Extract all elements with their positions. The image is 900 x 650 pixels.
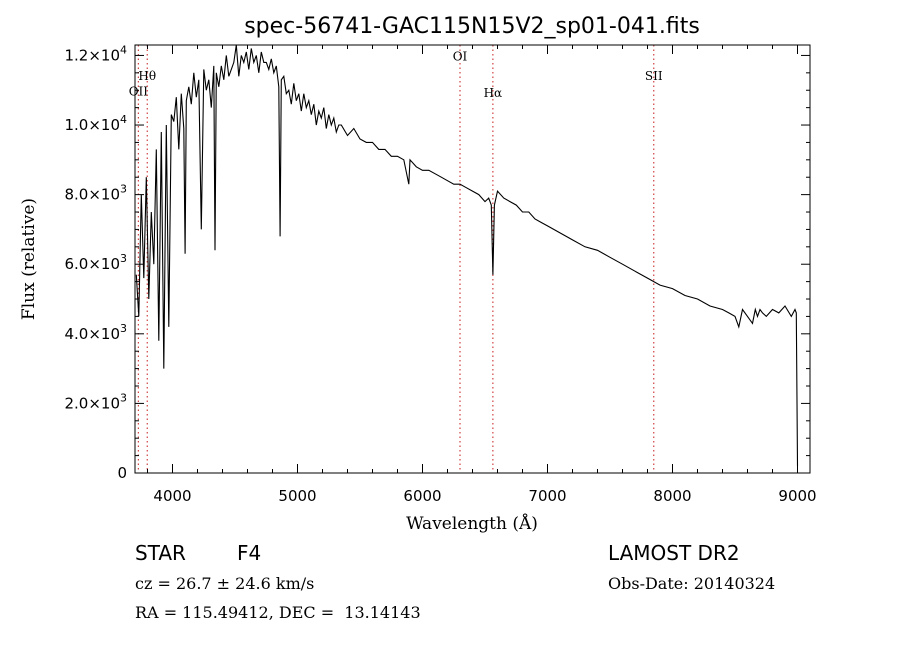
y-tick-label: 6.0×103: [64, 252, 127, 273]
subclass-label: F4: [237, 541, 262, 565]
y-tick-label: 1.0×104: [64, 113, 127, 134]
y-axis-title: Flux (relative): [19, 198, 39, 320]
coordinates-text: RA = 115.49412, DEC = 13.14143: [135, 603, 421, 622]
spectral-line-label: OII: [129, 84, 149, 98]
spectral-line-label: Hα: [484, 86, 503, 100]
x-tick-label: 8000: [653, 487, 691, 505]
x-tick-label: 6000: [403, 487, 441, 505]
chart-title: spec-56741-GAC115N15V2_sp01-041.fits: [244, 14, 700, 39]
x-tick-label: 7000: [528, 487, 566, 505]
spectral-line-label: SII: [645, 69, 663, 83]
y-tick-label: 2.0×103: [64, 391, 127, 412]
y-tick-label: 1.2×104: [64, 43, 127, 64]
x-tick-label: 4000: [153, 487, 191, 505]
spectral-line-label: Hθ: [138, 69, 156, 83]
x-tick-label: 5000: [278, 487, 316, 505]
y-tick-label: 0: [117, 464, 127, 482]
plot-frame: [134, 44, 811, 474]
y-tick-label: 4.0×103: [64, 322, 127, 343]
y-tick-label: 8.0×103: [64, 183, 127, 204]
redshift-text: cz = 26.7 ± 24.6 km/s: [135, 574, 315, 593]
class-label: STAR: [135, 541, 186, 565]
spectrum-series: [135, 44, 799, 467]
x-tick-label: 9000: [778, 487, 816, 505]
obs-date-text: Obs-Date: 20140324: [608, 574, 776, 593]
x-axis-title: Wavelength (Å): [406, 513, 538, 534]
survey-label: LAMOST DR2: [608, 541, 740, 565]
spectral-line-label: OI: [453, 50, 468, 64]
